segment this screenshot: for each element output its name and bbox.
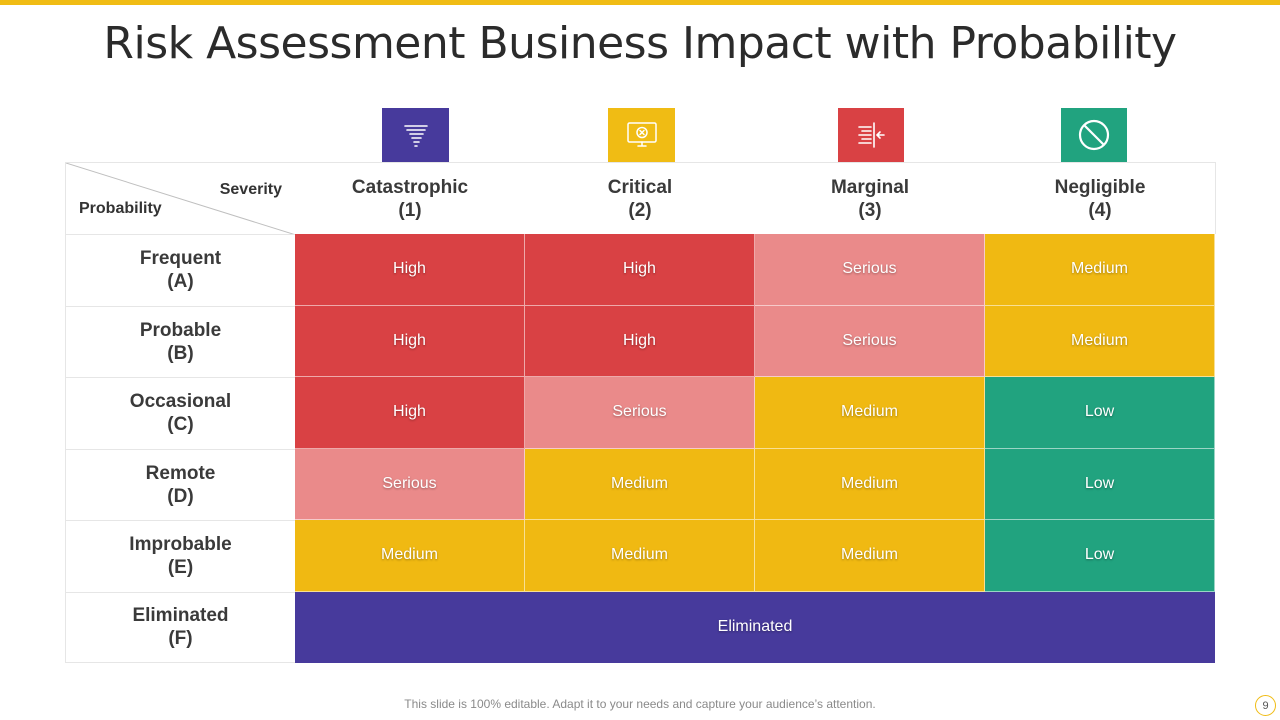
probability-axis-label: Probability	[79, 200, 162, 217]
risk-cell-E2: Medium	[525, 520, 755, 592]
risk-cell-A1: High	[295, 234, 525, 306]
column-code: (4)	[1088, 200, 1112, 221]
footer-note: This slide is 100% editable. Adapt it to…	[404, 697, 876, 711]
row-header-frequent: Frequent (A)	[65, 234, 295, 306]
row-code: (F)	[168, 628, 193, 650]
row-code: (C)	[167, 414, 194, 436]
risk-cell-E4: Low	[985, 520, 1215, 592]
top-accent-bar	[0, 0, 1280, 5]
matrix-corner-cell: Severity Probability	[65, 163, 296, 235]
column-name: Catastrophic	[351, 177, 469, 198]
severity-axis-label: Severity	[219, 181, 282, 198]
risk-cell-D2: Medium	[525, 448, 755, 520]
risk-cell-B2: High	[525, 305, 755, 377]
column-name: Negligible	[1054, 177, 1146, 198]
column-code: (1)	[398, 200, 422, 221]
row-code: (D)	[167, 485, 194, 507]
row-header-remote: Remote (D)	[65, 448, 295, 520]
risk-matrix: Severity Probability Catastrophic (1) Cr…	[65, 162, 1216, 663]
risk-cell-D3: Medium	[755, 448, 985, 520]
risk-cell-C1: High	[295, 377, 525, 449]
risk-cell-C3: Medium	[755, 377, 985, 449]
row-name: Eliminated	[132, 605, 229, 627]
monitor-error-icon	[608, 108, 675, 162]
row-name: Improbable	[129, 534, 232, 556]
risk-cell-E1: Medium	[295, 520, 525, 592]
row-header-occasional: Occasional (C)	[65, 377, 295, 449]
risk-cell-C4: Low	[985, 377, 1215, 449]
row-name: Occasional	[129, 391, 232, 413]
row-header-eliminated: Eliminated (F)	[65, 591, 295, 663]
risk-cell-D1: Serious	[295, 448, 525, 520]
risk-cell-B4: Medium	[985, 305, 1215, 377]
risk-cell-C2: Serious	[525, 377, 755, 449]
eliminated-bar: Eliminated	[295, 591, 1215, 663]
risk-cell-E3: Medium	[755, 520, 985, 592]
row-name: Probable	[139, 319, 222, 341]
risk-cell-B1: High	[295, 305, 525, 377]
column-name: Marginal	[830, 177, 910, 198]
column-header-catastrophic: Catastrophic (1)	[295, 163, 525, 235]
risk-cell-A4: Medium	[985, 234, 1215, 306]
corner-diagonal-line	[66, 163, 296, 235]
page-number: 9	[1255, 695, 1276, 716]
column-name: Critical	[607, 177, 673, 198]
align-arrow-icon	[838, 108, 904, 162]
column-header-negligible: Negligible (4)	[985, 163, 1215, 235]
prohibited-icon	[1061, 108, 1127, 162]
risk-cell-A2: High	[525, 234, 755, 306]
risk-cell-B3: Serious	[755, 305, 985, 377]
column-header-critical: Critical (2)	[525, 163, 755, 235]
column-code: (3)	[858, 200, 882, 221]
row-code: (A)	[167, 271, 194, 293]
row-name: Frequent	[139, 248, 222, 270]
row-code: (E)	[167, 557, 194, 579]
column-code: (2)	[628, 200, 652, 221]
column-header-marginal: Marginal (3)	[755, 163, 985, 235]
row-code: (B)	[167, 342, 194, 364]
row-name: Remote	[145, 462, 216, 484]
risk-cell-A3: Serious	[755, 234, 985, 306]
slide-title: Risk Assessment Business Impact with Pro…	[103, 18, 1177, 69]
row-header-improbable: Improbable (E)	[65, 520, 295, 592]
row-header-probable: Probable (B)	[65, 305, 295, 377]
tornado-icon	[382, 108, 449, 162]
risk-cell-D4: Low	[985, 448, 1215, 520]
matrix-header-row: Severity Probability Catastrophic (1) Cr…	[65, 162, 1216, 235]
